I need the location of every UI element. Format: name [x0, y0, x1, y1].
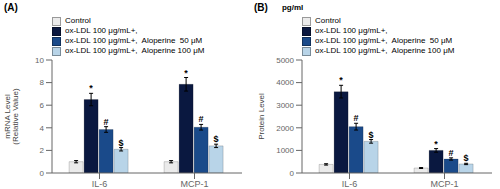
svg-text:IL-6: IL-6 — [92, 179, 108, 189]
html-text:ox-LDL 100 μg/mL+,: ox-LDL 100 μg/mL+, — [65, 26, 138, 35]
svg-text:mRNA Level(Relative Value): mRNA Level(Relative Value) — [8, 88, 20, 145]
svg-text:10: 10 — [35, 56, 44, 65]
svg-text:*: * — [89, 83, 93, 93]
html-text:Control: Control — [65, 16, 91, 25]
svg-text:$: $ — [464, 153, 469, 163]
html-text:ox-LDL 100 μg/mL+, Aloperine 5: ox-LDL 100 μg/mL+, Aloperine 50 μM — [315, 36, 453, 45]
html-text:Control: Control — [315, 16, 341, 25]
svg-text:6: 6 — [40, 101, 45, 110]
svg-text:#: # — [199, 114, 204, 124]
svg-text:#: # — [104, 117, 109, 127]
svg-text:2000: 2000 — [276, 124, 294, 133]
svg-text:IL-6: IL-6 — [342, 179, 358, 189]
svg-text:MCP-1: MCP-1 — [180, 179, 208, 189]
html-text:(A): (A) — [4, 1, 18, 13]
html-text:pg/ml: pg/ml — [281, 2, 304, 12]
svg-text:3000: 3000 — [276, 101, 294, 110]
svg-text:0: 0 — [290, 169, 295, 178]
svg-text:4000: 4000 — [276, 78, 294, 87]
html-text:ox-LDL 100 μg/mL+, Aloperine 1: ox-LDL 100 μg/mL+, Aloperine 100 μM — [65, 46, 205, 55]
svg-text:$: $ — [119, 138, 124, 148]
html-text:(B): (B) — [254, 1, 268, 13]
svg-text:4: 4 — [40, 124, 45, 133]
svg-text:$: $ — [369, 130, 374, 140]
html-text:ox-LDL 100 μg/mL+, Aloperine 5: ox-LDL 100 μg/mL+, Aloperine 50 μM — [65, 36, 203, 45]
svg-text:5000: 5000 — [276, 56, 294, 65]
svg-text:*: * — [434, 139, 438, 149]
svg-text:*: * — [184, 68, 188, 78]
svg-text:$: $ — [214, 134, 219, 144]
svg-text:*: * — [339, 75, 343, 85]
svg-text:Protein Level: Protein Level — [257, 93, 266, 140]
svg-text:2: 2 — [40, 146, 45, 155]
svg-text:#: # — [449, 148, 454, 158]
html-text:ox-LDL 100 μg/mL+, Aloperine 1: ox-LDL 100 μg/mL+, Aloperine 100 μM — [315, 46, 455, 55]
svg-text:MCP-1: MCP-1 — [430, 179, 458, 189]
svg-text:8: 8 — [40, 78, 45, 87]
html-text:ox-LDL 100 μg/mL+,: ox-LDL 100 μg/mL+, — [315, 26, 388, 35]
svg-text:#: # — [354, 113, 359, 123]
svg-text:0: 0 — [40, 169, 45, 178]
svg-text:1000: 1000 — [276, 146, 294, 155]
